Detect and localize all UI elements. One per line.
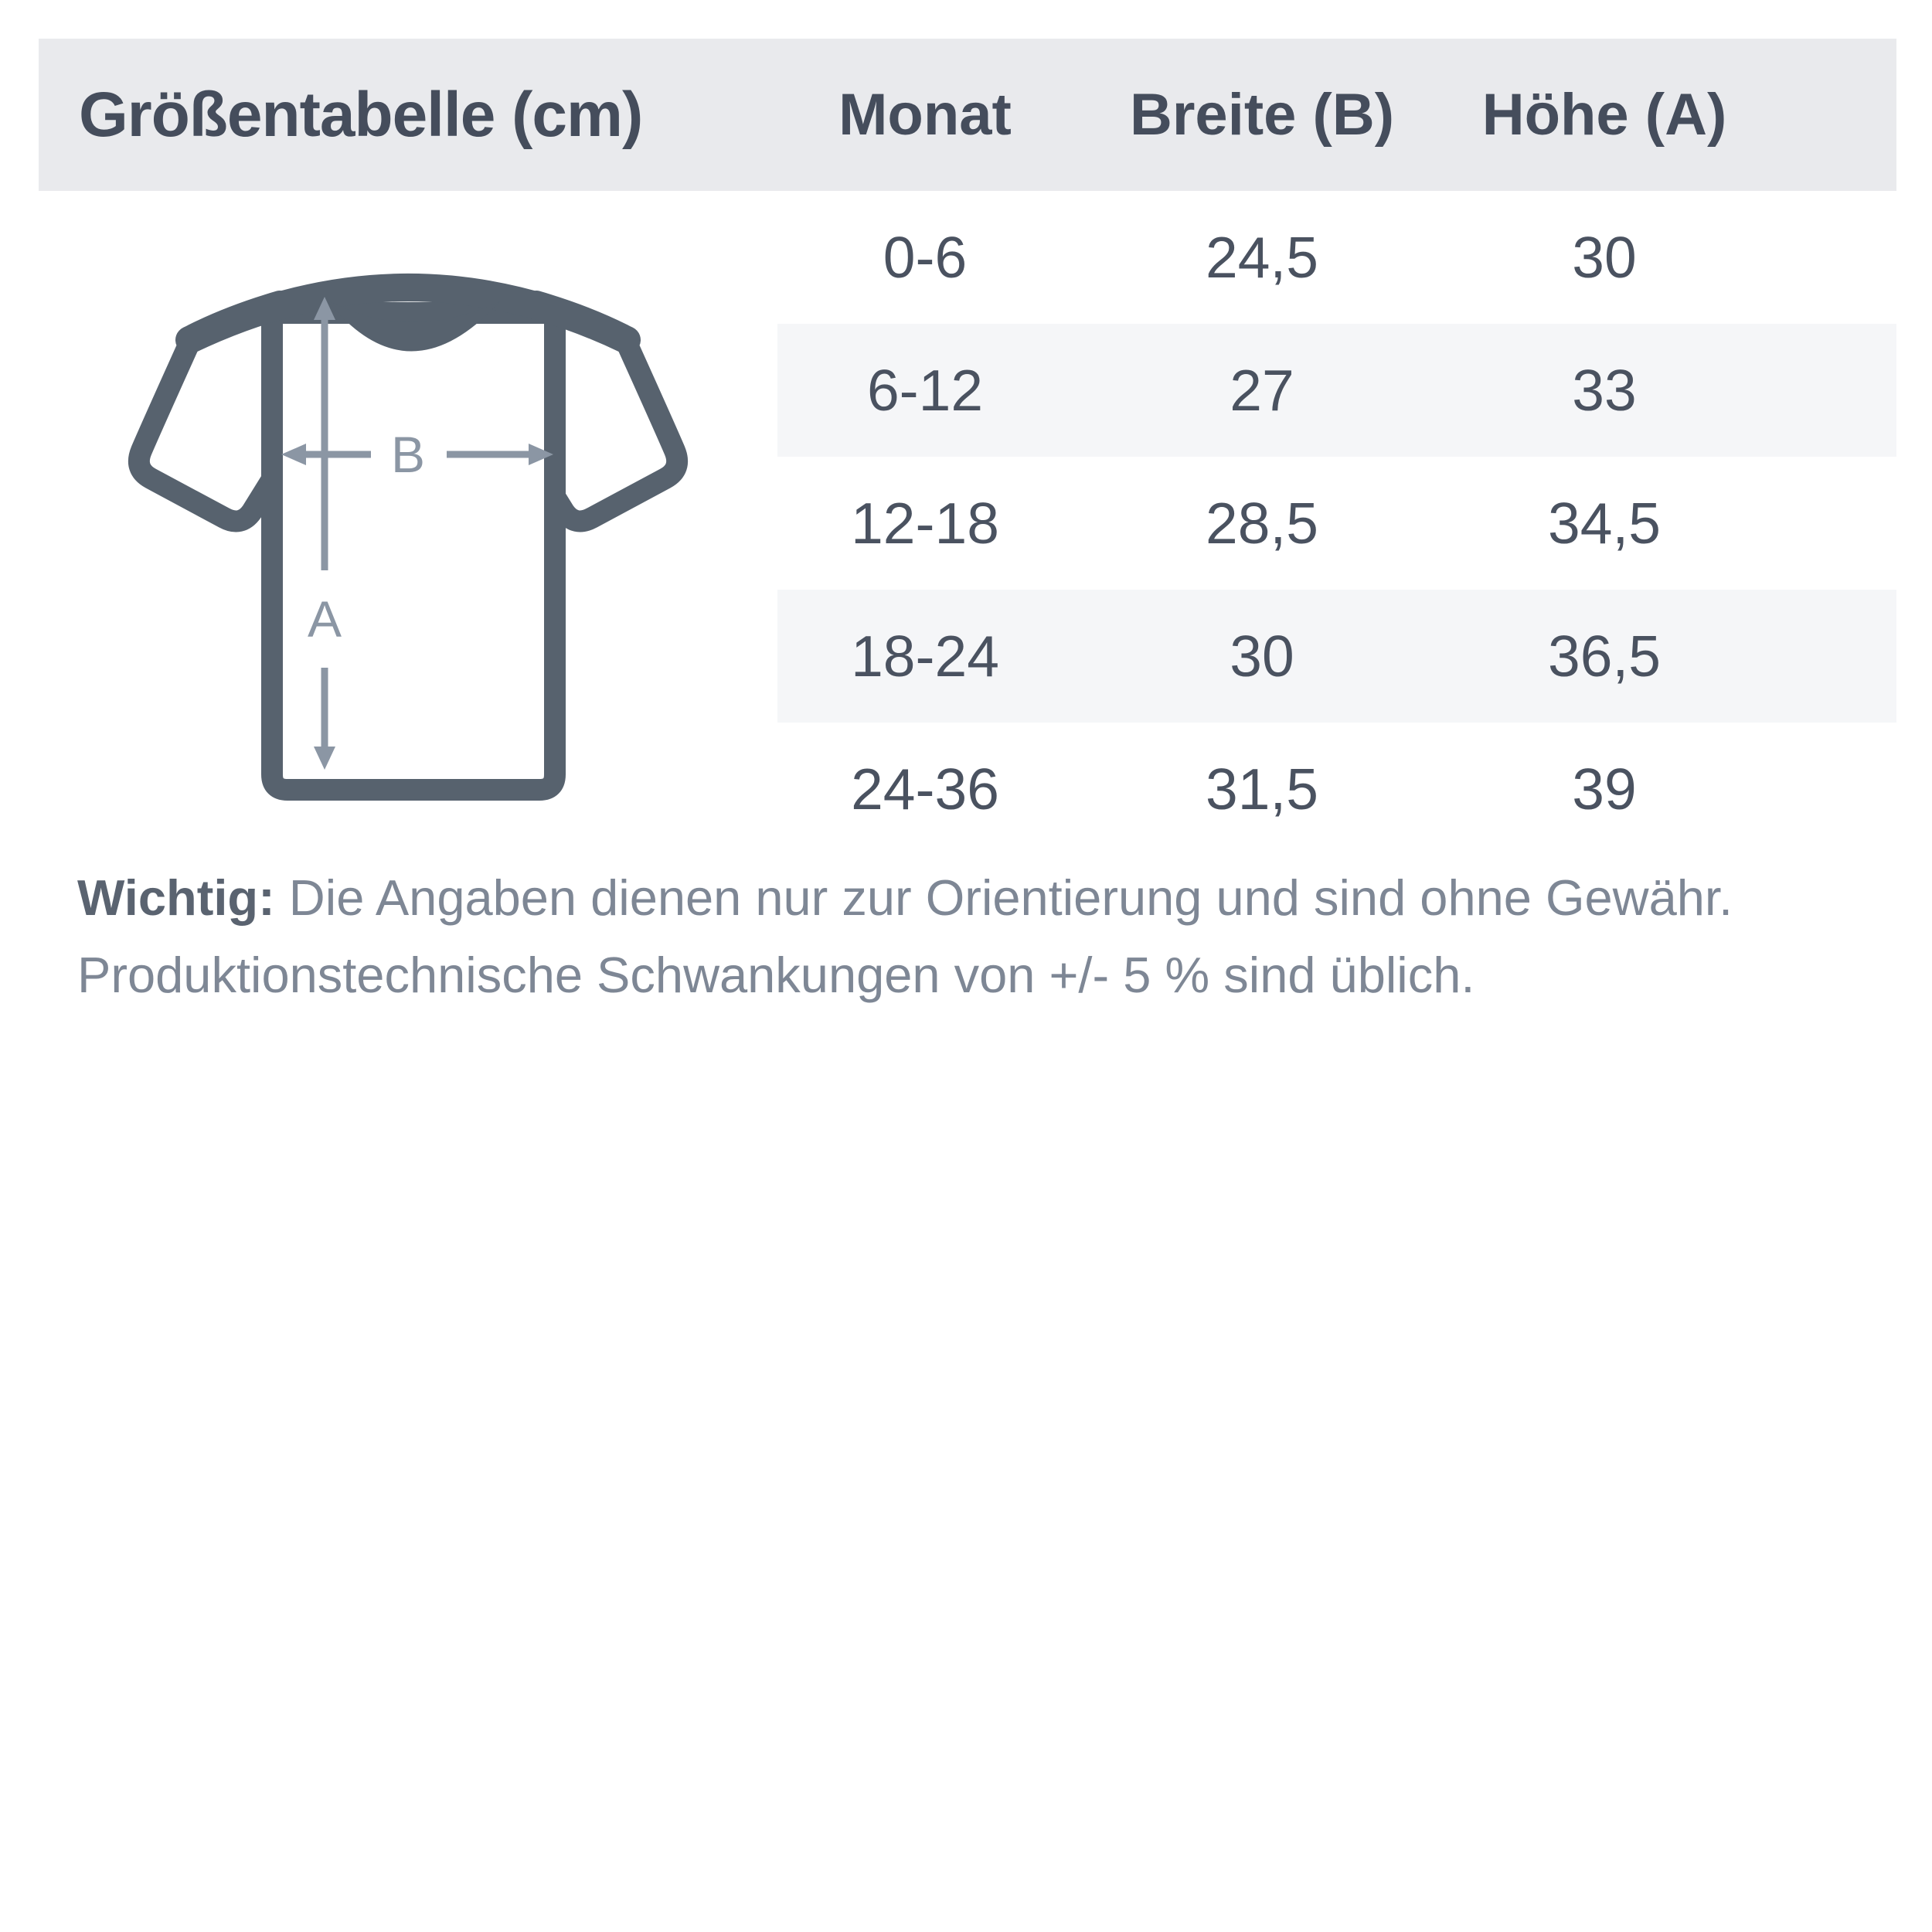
column-header-monat: Monat (838, 82, 1012, 148)
table-header-band: Größentabelle (cm) Monat Breite (B) Höhe… (39, 39, 1896, 191)
cell-monat: 6-12 (866, 358, 984, 423)
tshirt-collar-icon (327, 300, 500, 352)
table-row-12-18: 12-18 28,5 34,5 (777, 457, 1896, 590)
table-title: Größentabelle (cm) (79, 80, 643, 150)
cell-monat: 0-6 (883, 225, 968, 290)
table-row-24-36: 24-36 31,5 39 (777, 723, 1896, 855)
cell-breite: 28,5 (1206, 491, 1318, 556)
cell-hoehe: 30 (1572, 225, 1637, 290)
cell-hoehe: 36,5 (1548, 624, 1661, 689)
cell-hoehe: 33 (1572, 358, 1637, 423)
tshirt-body-icon (261, 302, 566, 801)
cell-monat: 12-18 (851, 491, 999, 556)
cell-monat: 24-36 (851, 757, 999, 821)
height-arrowhead-up-icon (314, 297, 335, 320)
tshirt-shoulder-arc-icon (175, 274, 641, 354)
disclaimer-note: Wichtig: Die Angaben dienen nur zur Orie… (77, 859, 1878, 1014)
tshirt-diagram: A B (128, 274, 688, 801)
width-arrowhead-left-icon (281, 444, 306, 465)
cell-hoehe: 39 (1572, 757, 1637, 821)
table-row-6-12: 6-12 27 33 (777, 324, 1896, 457)
cell-hoehe: 34,5 (1548, 491, 1661, 556)
height-label: A (308, 590, 342, 648)
column-header-hoehe: Höhe (A) (1481, 82, 1727, 148)
cell-breite: 27 (1230, 358, 1294, 423)
width-arrowhead-right-icon (529, 444, 553, 465)
cell-breite: 24,5 (1206, 225, 1318, 290)
disclaimer-line1: Die Angaben dienen nur zur Orientierung … (274, 869, 1733, 926)
column-header-breite: Breite (B) (1129, 82, 1395, 148)
table-row-18-24: 18-24 30 36,5 (777, 590, 1896, 723)
table-row-0-6: 0-6 24,5 30 (777, 191, 1896, 324)
cell-breite: 31,5 (1206, 757, 1318, 821)
width-label: B (391, 426, 425, 483)
cell-monat: 18-24 (851, 624, 999, 689)
disclaimer-line2: Produktionstechnische Schwankungen von +… (77, 947, 1475, 1003)
cell-breite: 30 (1230, 624, 1294, 689)
disclaimer-label: Wichtig: (77, 869, 275, 926)
height-arrowhead-down-icon (314, 747, 335, 770)
